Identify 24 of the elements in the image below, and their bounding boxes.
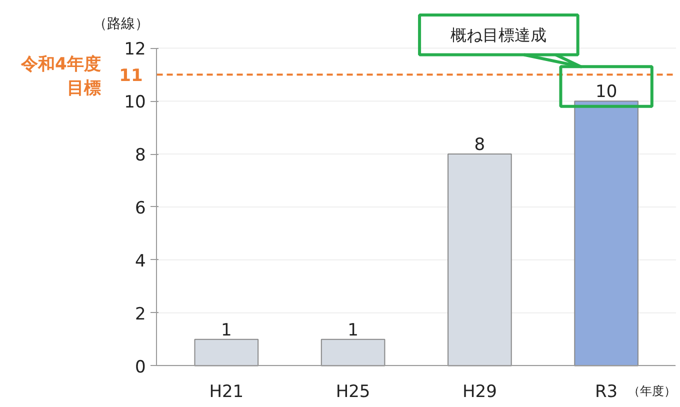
y-tick-label: 0 xyxy=(134,357,146,378)
y-tick-label: 2 xyxy=(134,304,146,324)
y-tick-label: 10 xyxy=(124,92,146,113)
text: 概ね目標達成 xyxy=(450,25,547,44)
data-label: 10 xyxy=(596,82,618,102)
x-tick-label: R3 xyxy=(595,382,618,402)
x-axis-title: （年度） xyxy=(628,384,676,398)
x-tick-label: H25 xyxy=(336,382,370,402)
y-axis-title: （路線） xyxy=(92,16,149,32)
ref-line-label: 令和4年度目標 xyxy=(20,54,101,99)
x-tick-label: H29 xyxy=(462,382,497,402)
y-tick-label: 8 xyxy=(134,146,146,166)
bar xyxy=(448,154,512,366)
bar xyxy=(194,338,259,366)
bar xyxy=(574,100,638,366)
data-label: 1 xyxy=(348,320,358,340)
y-tick-label: 4 xyxy=(134,251,146,272)
y-tick-label: 6 xyxy=(134,198,146,218)
text: 11 xyxy=(119,66,143,86)
y-tick-label: 12 xyxy=(124,40,146,60)
x-tick-label: H21 xyxy=(209,382,244,402)
data-label: 8 xyxy=(474,135,486,156)
data-label: 1 xyxy=(221,320,232,340)
bar xyxy=(320,338,386,366)
